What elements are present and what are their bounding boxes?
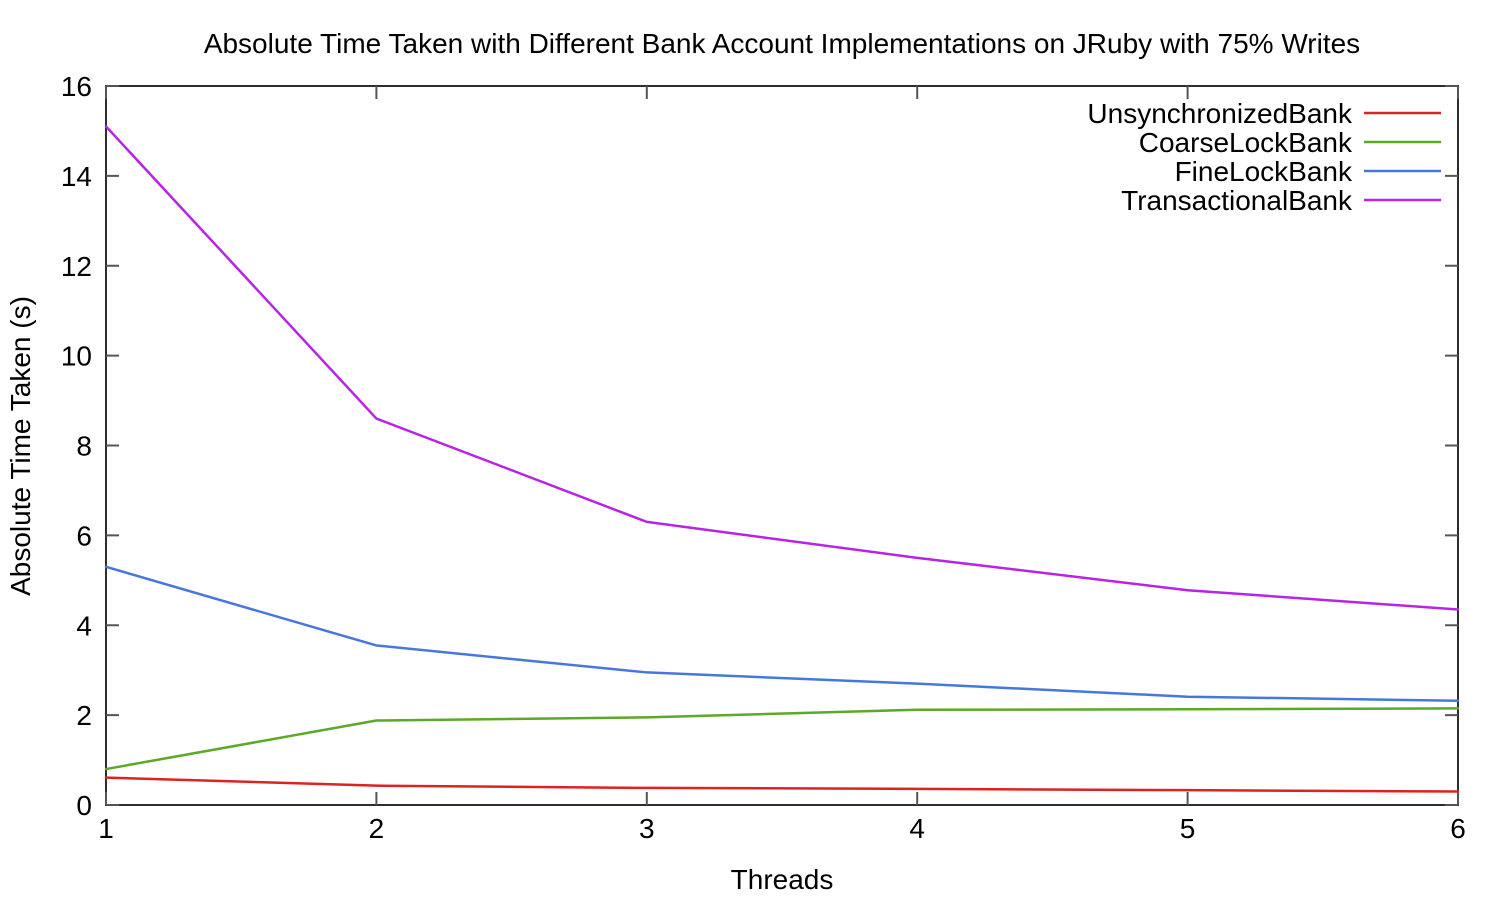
legend-label: CoarseLockBank xyxy=(1139,127,1353,158)
x-tick-label: 2 xyxy=(369,813,385,844)
x-tick-label: 4 xyxy=(909,813,925,844)
series-line-transactionalbank xyxy=(104,125,1460,611)
y-tick-label: 16 xyxy=(61,71,92,102)
y-tick-label: 2 xyxy=(76,700,92,731)
series-line-finelockbank xyxy=(104,565,1460,702)
x-tick-label: 5 xyxy=(1180,813,1196,844)
x-axis-label: Threads xyxy=(731,864,834,895)
series-line-coarselockbank xyxy=(104,707,1460,771)
legend: UnsynchronizedBankCoarseLockBankFineLock… xyxy=(1087,98,1441,216)
y-tick-label: 10 xyxy=(61,341,92,372)
y-tick-label: 8 xyxy=(76,431,92,462)
y-tick-label: 6 xyxy=(76,520,92,551)
y-tick-label: 0 xyxy=(76,790,92,821)
y-axis-label: Absolute Time Taken (s) xyxy=(5,296,36,596)
legend-label: TransactionalBank xyxy=(1121,185,1353,216)
series-line-unsynchronizedbank xyxy=(104,776,1460,793)
chart-title: Absolute Time Taken with Different Bank … xyxy=(204,28,1360,59)
y-tick-label: 4 xyxy=(76,610,92,641)
legend-label: FineLockBank xyxy=(1175,156,1353,187)
y-tick-label: 14 xyxy=(61,161,92,192)
x-tick-label: 1 xyxy=(98,813,114,844)
x-tick-label: 3 xyxy=(639,813,655,844)
legend-label: UnsynchronizedBank xyxy=(1087,98,1353,129)
y-tick-label: 12 xyxy=(61,251,92,282)
x-tick-label: 6 xyxy=(1450,813,1466,844)
